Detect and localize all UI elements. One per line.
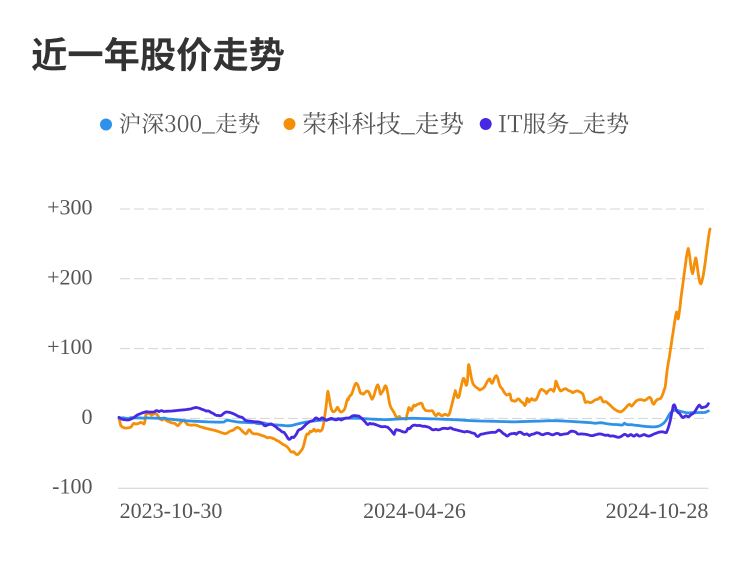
- svg-text:2023-10-30: 2023-10-30: [120, 498, 223, 523]
- svg-text:2024-04-26: 2024-04-26: [363, 498, 466, 523]
- svg-text:+100: +100: [47, 334, 92, 359]
- svg-text:0: 0: [82, 404, 93, 429]
- svg-text:+300: +300: [47, 195, 92, 220]
- svg-text:2024-10-28: 2024-10-28: [606, 498, 709, 523]
- svg-text:+200: +200: [47, 264, 92, 289]
- svg-text:-100: -100: [52, 474, 92, 499]
